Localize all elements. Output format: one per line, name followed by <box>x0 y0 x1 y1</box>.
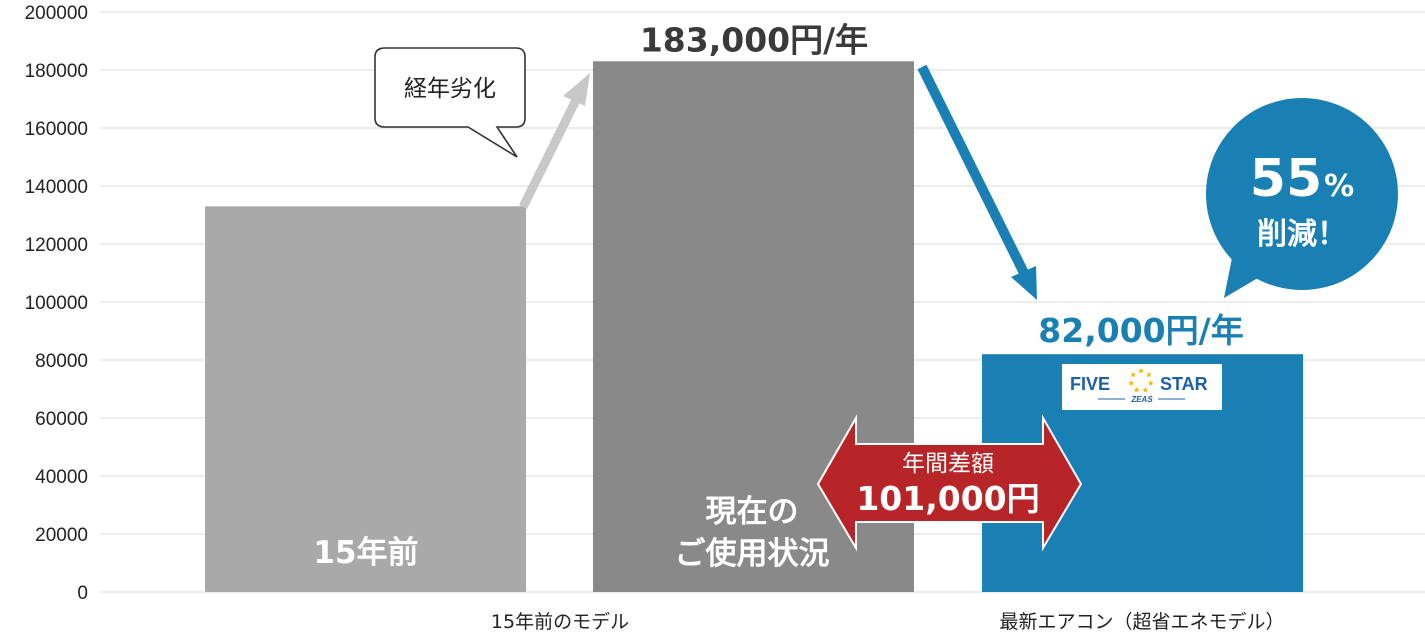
bar-2-value-label: 183,000円/年 <box>640 20 868 59</box>
degradation-callout-text: 経年劣化 <box>404 76 496 102</box>
y-tick-label: 0 <box>77 583 88 604</box>
five-star-logo: FIVE STAR ZEAS <box>1062 364 1222 410</box>
degradation-arrow <box>518 73 590 209</box>
y-tick-label: 200000 <box>25 3 88 24</box>
star-icon-ring <box>1128 367 1154 393</box>
bar-1-inner-label: 15年前 <box>313 535 418 571</box>
y-tick-label: 140000 <box>25 177 88 198</box>
y-tick-label: 60000 <box>35 409 88 430</box>
category-labels: 15年前のモデル 最新エアコン（超省エネモデル） <box>491 611 1285 633</box>
y-tick-label: 100000 <box>25 293 88 314</box>
category-label: 15年前のモデル <box>491 611 629 633</box>
bar-1 <box>205 206 526 593</box>
logo-text-zeas: ZEAS <box>1130 395 1153 404</box>
reduction-text: 削減！ <box>1257 217 1347 252</box>
degradation-callout: 経年劣化 <box>374 47 526 158</box>
bar-2-inner-label-line-2: ご使用状況 <box>675 536 830 572</box>
bar-2-inner-label-line-1: 現在の <box>706 494 799 530</box>
y-tick-label: 40000 <box>35 467 88 488</box>
y-tick-label: 120000 <box>25 235 88 256</box>
logo-text-five: FIVE <box>1070 374 1110 394</box>
difference-arrow: 年間差額 101,000円 <box>816 414 1083 552</box>
star-icon <box>1128 380 1135 386</box>
y-tick-label: 20000 <box>35 525 88 546</box>
y-tick-label: 160000 <box>25 119 88 140</box>
reduction-percent: 55% <box>1250 149 1354 209</box>
difference-title: 年間差額 <box>902 451 994 477</box>
star-icon <box>1133 386 1140 393</box>
star-icon <box>1142 386 1149 393</box>
y-tick-label: 80000 <box>35 351 88 372</box>
star-icon <box>1147 380 1154 386</box>
star-icon <box>1145 371 1152 378</box>
y-axis-ticks: 0 20000 40000 60000 80000 100000 120000 140000 1… <box>25 3 88 604</box>
reduction-arrow <box>917 64 1037 300</box>
reduction-bubble: 55% 削減！ <box>1206 98 1398 298</box>
bar-3-value-label: 82,000円/年 <box>1038 311 1243 350</box>
category-label: 最新エアコン（超省エネモデル） <box>999 611 1284 633</box>
y-tick-label: 180000 <box>25 61 88 82</box>
star-icon <box>1130 371 1137 378</box>
star-icon <box>1137 367 1145 374</box>
difference-value: 101,000円 <box>856 479 1039 518</box>
logo-text-star: STAR <box>1160 374 1208 394</box>
